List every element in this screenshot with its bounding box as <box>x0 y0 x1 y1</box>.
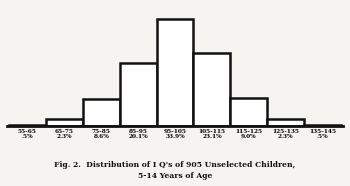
Text: 5-14 Years of Age: 5-14 Years of Age <box>138 172 212 180</box>
Bar <box>9 125 46 126</box>
Bar <box>304 125 341 126</box>
Bar <box>156 19 194 126</box>
Bar <box>46 119 83 126</box>
Bar <box>83 99 120 126</box>
Bar <box>230 98 267 126</box>
Text: Fig. 2.  Distribution of I Q's of 905 Unselected Children,: Fig. 2. Distribution of I Q's of 905 Uns… <box>54 161 296 169</box>
Bar <box>267 119 304 126</box>
Bar <box>120 62 156 126</box>
Bar <box>194 53 230 126</box>
